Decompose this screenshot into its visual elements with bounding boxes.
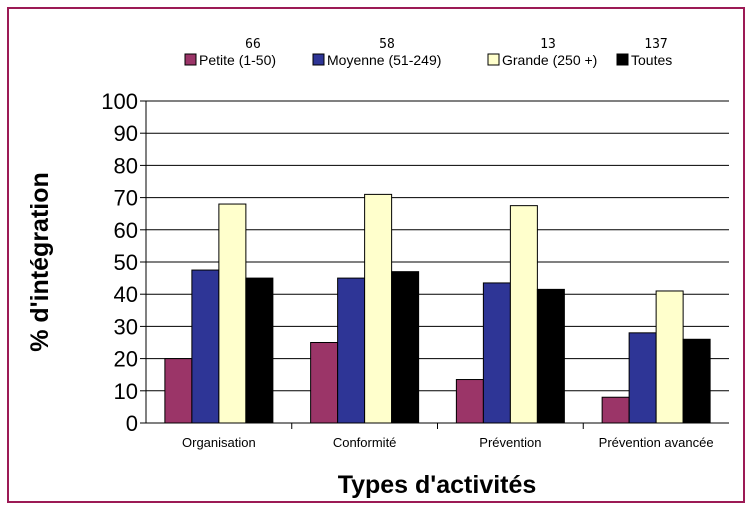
bar	[455, 379, 484, 424]
bar	[601, 396, 630, 424]
legend-swatch	[487, 53, 500, 66]
bar	[682, 338, 711, 424]
legend-label: Petite (1-50)	[199, 52, 276, 68]
x-category-label: Organisation	[182, 435, 256, 450]
legend-count: 137	[644, 37, 667, 52]
legend-swatch	[616, 53, 629, 66]
y-tick-label: 30	[114, 314, 138, 339]
legend: Petite (1-50)66 Moyenne (51-249)58 Grande …	[184, 37, 672, 68]
bar	[628, 332, 657, 424]
x-category-label: Prévention	[479, 435, 541, 450]
legend-count: 66	[245, 37, 261, 52]
legend-count: 58	[379, 37, 395, 52]
x-axis-label: Types d'activités	[338, 471, 537, 499]
bar	[245, 277, 274, 424]
legend-label: Grande (250 +)	[502, 52, 597, 68]
y-axis-ticks: 0 10 20 30 40 50 60 70 80 90 100	[101, 89, 146, 436]
legend-swatch	[184, 53, 197, 66]
bar	[191, 269, 220, 424]
y-tick-label: 50	[114, 250, 138, 275]
legend-count: 13	[540, 37, 556, 52]
y-tick-label: 40	[114, 282, 138, 307]
y-tick-label: 0	[126, 411, 138, 436]
bar	[164, 358, 193, 424]
y-tick-label: 100	[101, 89, 138, 114]
legend-swatch	[312, 53, 325, 66]
x-category-label: Conformité	[333, 435, 397, 450]
bar	[218, 203, 247, 424]
bar	[310, 342, 339, 424]
bar	[337, 277, 366, 424]
bar	[655, 290, 684, 424]
y-tick-label: 10	[114, 379, 138, 404]
bar	[536, 288, 565, 424]
bar	[482, 282, 511, 424]
bars	[164, 193, 711, 424]
y-tick-label: 90	[114, 121, 138, 146]
x-category-label: Prévention avancée	[599, 435, 714, 450]
y-tick-label: 80	[114, 153, 138, 178]
legend-label: Moyenne (51-249)	[327, 52, 441, 68]
y-axis-label: % d'intégration	[26, 172, 54, 352]
x-axis-categories: Organisation Conformité Prévention Préventi…	[182, 423, 714, 450]
y-tick-label: 20	[114, 347, 138, 372]
y-tick-label: 60	[114, 218, 138, 243]
bar	[509, 205, 538, 424]
y-tick-label: 70	[114, 186, 138, 211]
bar	[391, 271, 420, 424]
bar	[364, 193, 393, 424]
legend-label: Toutes	[631, 52, 672, 68]
